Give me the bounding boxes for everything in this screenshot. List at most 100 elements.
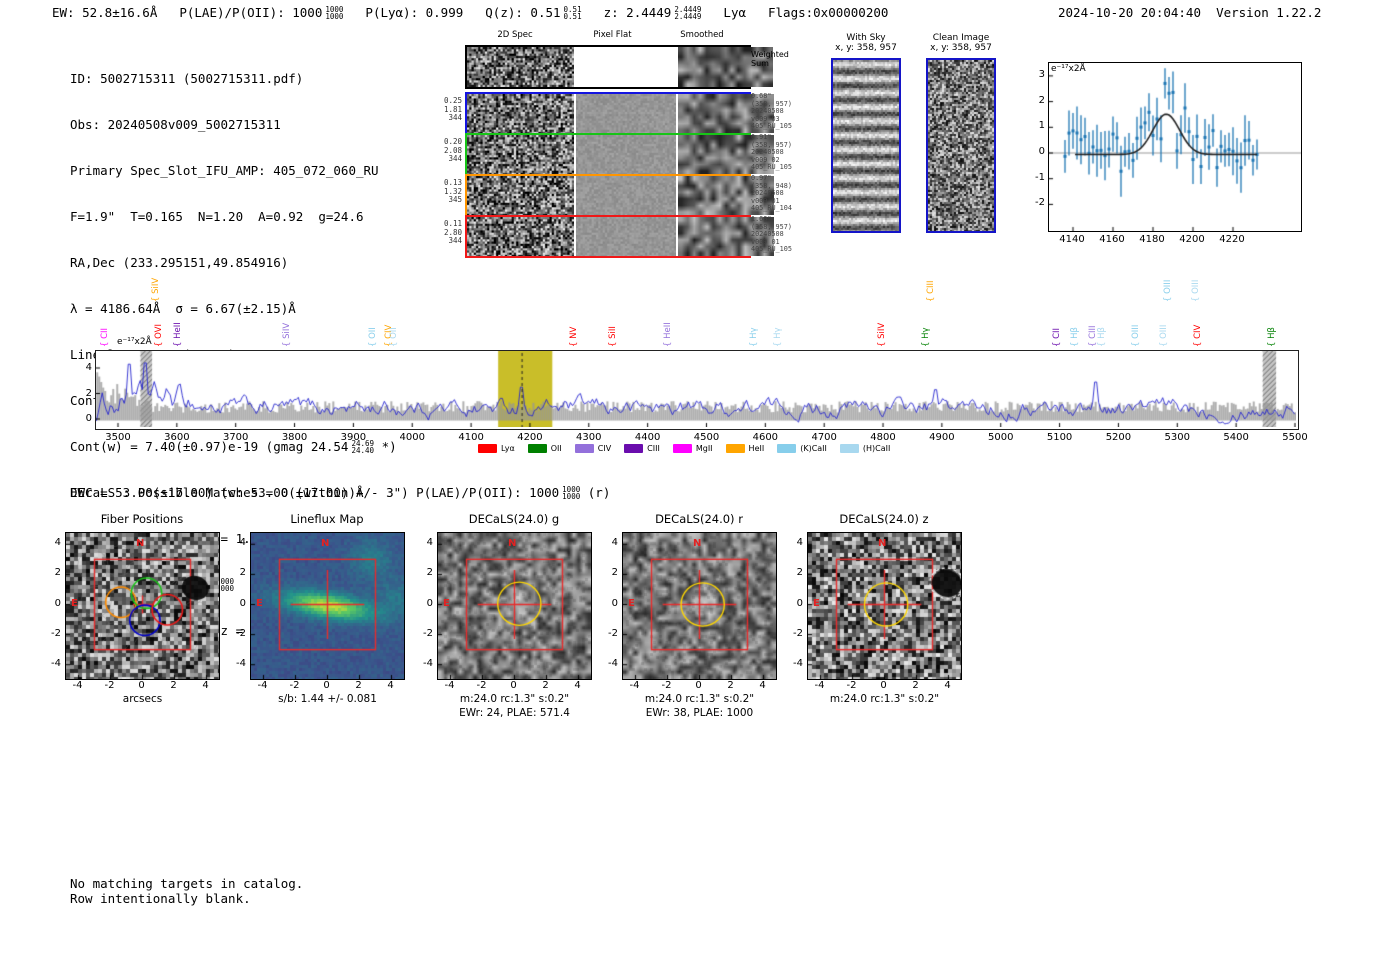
cutout-ytick: -4 [51, 657, 61, 669]
cutout-ytick: 4 [796, 537, 803, 549]
meta-value: 20240508 [751, 189, 784, 198]
legend-label: MgII [695, 444, 713, 453]
info-obs: Obs: 20240508v009_5002715311 [70, 116, 281, 132]
cutout-title: DECaLS(24.0) g [468, 512, 560, 526]
fiber3-2dspec-image [467, 176, 574, 215]
spectrum-xtick: 5100 [1046, 432, 1073, 443]
stat-value: 344 [448, 113, 462, 123]
stat-value: 344 [448, 154, 462, 164]
fiber4-smoothed-image [678, 217, 775, 256]
fiber4-pixelflat-image [575, 217, 677, 256]
inset-ytick: 1 [1038, 120, 1045, 132]
stat-value: 0.20 [443, 137, 462, 146]
cutout-xtick: 4 [387, 680, 394, 691]
info-radec: RA,Dec (233.295151,49.854916) [70, 254, 289, 270]
col-title-2dspec: 2D Spec [497, 30, 533, 40]
spectrum-ytick: 2 [85, 387, 92, 399]
cutout-decals-g: DECaLS(24.0) g N E m:24.0 rc:1.3" s:0.2"… [423, 512, 592, 722]
fiber-row-4-stats: 0.11 2.80 344 [428, 219, 462, 246]
fiber-row-1-stats: 0.25 1.81 344 [428, 96, 462, 123]
spectrum-xtick: 4500 [693, 432, 720, 443]
spectrum-xtick: 4700 [811, 432, 837, 443]
line-label-NV: { NV [568, 326, 579, 347]
fiber-row-4 [465, 215, 775, 258]
cutout-decals-z: DECaLS(24.0) z N E m:24.0 rc:1.3" s:0.2"… [793, 512, 962, 722]
east-marker: E [443, 598, 450, 609]
header-plae: P(LAE)/P(OII): 1000 1000 1000 [179, 5, 344, 21]
weighted-2dspec-image [467, 47, 574, 87]
meta-value: 1.60" [751, 215, 772, 223]
line-label-CIV: { CIV [1193, 324, 1204, 347]
weighted-sum-label: Weighted Sum [751, 50, 789, 68]
line-label-OII: { OII [388, 327, 399, 347]
legend-item-MgII: MgII [672, 444, 713, 453]
cutout-ytick: 4 [611, 537, 618, 549]
meta-value: 405_RU_105 [751, 245, 792, 254]
fiber3-pixelflat-image [575, 176, 677, 215]
cutout-xlabel: arcsecs [122, 693, 163, 705]
spectrum-xtick: 5300 [1164, 432, 1190, 443]
spectrum-xtick: 3600 [164, 432, 190, 443]
plae-fraction: 1000 1000 [325, 5, 344, 21]
spectrum-xtick: 5200 [1105, 432, 1132, 443]
z-fraction: 2.4449 2.4449 [674, 5, 702, 21]
legend-label: CIV [597, 444, 612, 453]
line-fit-inset-plot: e⁻¹⁷x2Å 3 2 1 0 -1 -2 4140 4160 4180 4200 4220 [1035, 55, 1378, 245]
with-sky-image [831, 58, 901, 233]
spectrum-xtick: 4200 [517, 432, 543, 443]
legend-swatch [624, 444, 644, 453]
east-marker: E [628, 598, 635, 609]
stat-value: 0.11 [443, 219, 462, 228]
legend-item-CIV: CIV [574, 444, 612, 453]
line-label-SiIV: { SiIV [151, 277, 162, 302]
cutout-xtick: -4 [72, 680, 83, 691]
east-marker: E [813, 598, 820, 609]
info-ewr: EWr = 53.00(±17.00) (w: 53.00(±17.00))Å [70, 484, 364, 500]
meta-value: 0.97" [751, 174, 772, 182]
fiber-row-2-meta: 0.91" (358, 957) 20240508 v009_02 405_RU_105 [751, 133, 821, 172]
cutout-xtick: -2 [289, 680, 300, 691]
inset-ytick: 0 [1038, 146, 1045, 157]
legend-item-Lyα: Lyα [478, 444, 515, 453]
meta-value: 20240508 [751, 107, 784, 116]
qz-fraction: 0.51 0.51 [563, 5, 582, 21]
line-label-Hβ: { Hβ [1069, 327, 1080, 347]
footer-line-2: Row intentionally blank. [70, 891, 251, 906]
fiber2-2dspec-image [467, 135, 574, 174]
info-id: ID: 5002715311 (5002715311.pdf) [70, 70, 304, 86]
stat-value: 2.08 [443, 145, 462, 155]
cutout-xtick: 4 [574, 680, 581, 691]
cutout-xtick: 4 [944, 680, 951, 691]
cutout-xtick: 0 [510, 680, 517, 691]
info-amp: Primary Spec_Slot_IFU_AMP: 405_072_060_R… [70, 162, 379, 178]
line-label-Hγ: { Hγ [920, 327, 931, 347]
legend-swatch [478, 444, 497, 453]
inset-ytick: -2 [1035, 197, 1045, 209]
meta-value: (358, 957) [751, 99, 792, 108]
header-flags: Flags:0x00000200 [768, 5, 889, 20]
cutout-xtick: -2 [846, 680, 857, 691]
stat-value: 1.81 [443, 104, 462, 114]
cutout-xtick: 0 [880, 680, 887, 691]
cutout-xtick: 2 [355, 680, 362, 691]
line-label-Hβ: { Hβ [1096, 327, 1107, 347]
fiber-row-2 [465, 133, 775, 176]
info-cont-w: Cont(w) = 7.40(±0.97)e-19 (gmag 24.54 24.… [70, 438, 397, 455]
gmag-fraction: 24.69 24.40 [351, 438, 375, 455]
cutout-xtick: 2 [727, 680, 734, 691]
meta-value: (358, 948) [751, 181, 792, 190]
spectrum-units-annotation: e⁻¹⁷x2Å [117, 337, 152, 347]
spectrum-xtick: 3500 [105, 432, 131, 443]
stat-value: 1.32 [443, 186, 462, 196]
full-spectrum-canvas [96, 351, 1296, 427]
meta-value: v009_02 [751, 155, 780, 164]
inset-ytick: -1 [1035, 171, 1045, 183]
inset-ytick: 2 [1038, 94, 1045, 106]
cutout-xtick: -4 [257, 680, 268, 691]
stat-value: 345 [448, 195, 462, 205]
legend-swatch [574, 444, 594, 453]
cutout-caption: s/b: 1.44 +/- 0.081 [278, 693, 377, 705]
north-marker: N [878, 538, 887, 549]
legend-item-OII: OII [527, 444, 562, 453]
cutout-ytick: 0 [796, 597, 803, 609]
